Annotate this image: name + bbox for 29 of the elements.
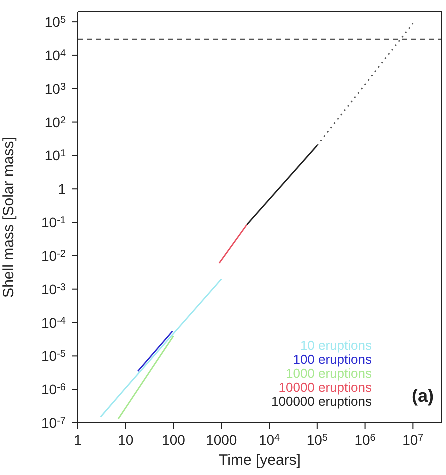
text: 100000 eruptions <box>272 394 372 409</box>
x-tick-label: 1 <box>74 432 82 448</box>
y-tick-label: 10$^{-4}$ <box>42 314 66 331</box>
y-tick-label: 10$^{-7}$ <box>42 415 66 431</box>
x-tick-label: 10 <box>118 432 134 448</box>
y-tick-label: 10$^{-5}$ <box>42 348 66 364</box>
y-tick-label: 1 <box>58 181 66 198</box>
y-tick-label: 10$^{5}$ <box>44 14 66 30</box>
text: 10 eruptions <box>299 338 372 353</box>
x-tick-label: 10$^{6}$ <box>354 432 376 448</box>
x-axis-title: Time [years] <box>219 452 301 469</box>
y-tick-label: 10$^{-6}$ <box>42 382 66 398</box>
text: 100 eruptions <box>292 352 372 367</box>
y-tick-label: 10$^{-3}$ <box>42 281 66 298</box>
y-tick-label: 10$^{1}$ <box>44 148 66 164</box>
x-tick-label: 100 <box>162 432 186 448</box>
x-tick-label: 10$^{7}$ <box>402 432 424 448</box>
y-tick-label: 10$^{-1}$ <box>42 214 66 231</box>
x-tick-label: 1000 <box>206 432 238 448</box>
y-tick-label: 10$^{2}$ <box>44 114 66 130</box>
annotation: (a) <box>412 386 434 407</box>
x-tick-label: 10$^{5}$ <box>306 432 328 448</box>
y-tick-label: 10$^{3}$ <box>44 80 66 97</box>
y-tick-label: 10$^{4}$ <box>44 47 66 64</box>
y-axis-title: Shell mass [Solar mass] <box>0 137 18 298</box>
y-tick-label: 10$^{-2}$ <box>42 248 66 264</box>
x-tick-label: 10$^{4}$ <box>258 432 281 448</box>
text: 1000 eruptions <box>284 366 372 381</box>
text: 10000 eruptions <box>278 380 372 395</box>
